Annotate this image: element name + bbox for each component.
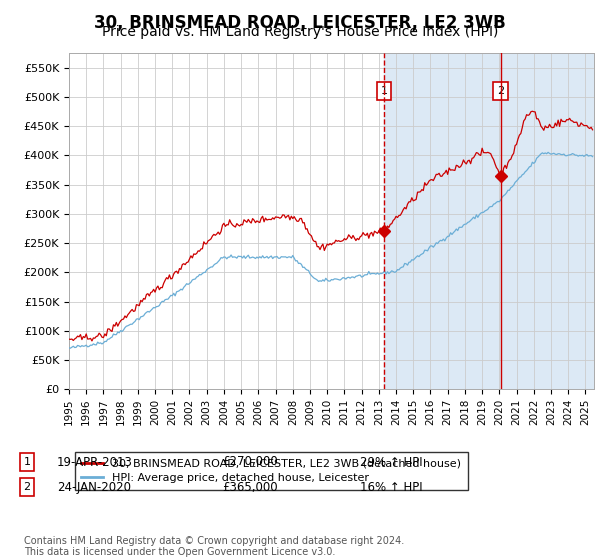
Text: 2: 2 [23,482,31,492]
Text: 29% ↑ HPI: 29% ↑ HPI [360,455,422,469]
Text: 24-JAN-2020: 24-JAN-2020 [57,480,131,494]
Text: £365,000: £365,000 [222,480,278,494]
Text: 19-APR-2013: 19-APR-2013 [57,455,133,469]
Text: 16% ↑ HPI: 16% ↑ HPI [360,480,422,494]
Text: 1: 1 [380,86,388,96]
Text: 2: 2 [497,86,504,96]
Text: Price paid vs. HM Land Registry's House Price Index (HPI): Price paid vs. HM Land Registry's House … [102,25,498,39]
Text: £270,000: £270,000 [222,455,278,469]
Text: 1: 1 [23,457,31,467]
Text: 30, BRINSMEAD ROAD, LEICESTER, LE2 3WB: 30, BRINSMEAD ROAD, LEICESTER, LE2 3WB [94,14,506,32]
Legend: 30, BRINSMEAD ROAD, LEICESTER, LE2 3WB (detached house), HPI: Average price, det: 30, BRINSMEAD ROAD, LEICESTER, LE2 3WB (… [74,452,468,489]
Text: Contains HM Land Registry data © Crown copyright and database right 2024.
This d: Contains HM Land Registry data © Crown c… [24,535,404,557]
Bar [384,53,594,389]
